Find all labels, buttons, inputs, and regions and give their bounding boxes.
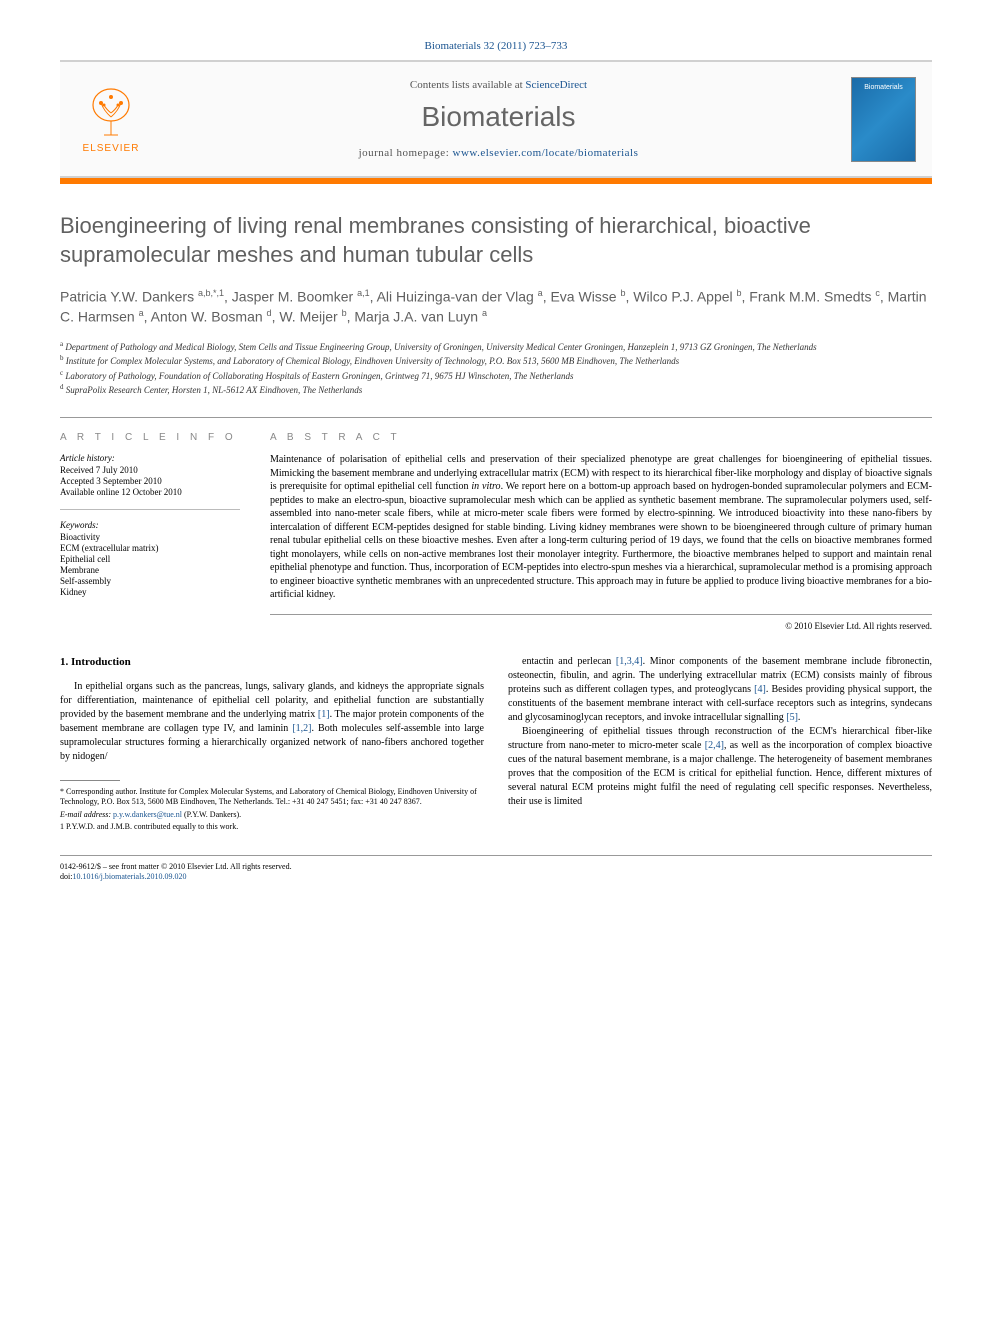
history-item: Received 7 July 2010 (60, 465, 240, 475)
history-item: Available online 12 October 2010 (60, 487, 240, 497)
keyword-item: ECM (extracellular matrix) (60, 543, 240, 553)
citation-ref[interactable]: [4] (754, 684, 766, 695)
equal-contribution-footnote: 1 P.Y.W.D. and J.M.B. contributed equall… (60, 822, 484, 832)
publisher-name: ELSEVIER (83, 143, 140, 154)
section-title: Introduction (71, 656, 131, 668)
email-suffix: (P.Y.W. Dankers). (182, 810, 241, 819)
citation-ref[interactable]: [1,3,4] (616, 656, 643, 667)
cover-label: Biomaterials (864, 84, 903, 91)
doi-line: doi:10.1016/j.biomaterials.2010.09.020 (60, 872, 932, 882)
affiliation-line: c Laboratory of Pathology, Foundation of… (60, 369, 932, 383)
author-list: Patricia Y.W. Dankers a,b,*,1, Jasper M.… (60, 287, 932, 328)
citation-ref[interactable]: [5] (786, 712, 798, 723)
contents-prefix: Contents lists available at (410, 79, 525, 91)
article-history-label: Article history: (60, 453, 240, 463)
keyword-item: Membrane (60, 565, 240, 575)
footnotes: * Corresponding author. Institute for Co… (60, 787, 484, 833)
keyword-item: Epithelial cell (60, 554, 240, 564)
email-label: E-mail address: (60, 810, 113, 819)
corresponding-author-footnote: * Corresponding author. Institute for Co… (60, 787, 484, 808)
homepage-prefix: journal homepage: (359, 147, 453, 159)
affiliations: a Department of Pathology and Medical Bi… (60, 340, 932, 397)
keyword-item: Bioactivity (60, 532, 240, 542)
body-column-left: 1. Introduction In epithelial organs suc… (60, 655, 484, 835)
masthead: ELSEVIER Contents lists available at Sci… (60, 60, 932, 178)
elsevier-tree-icon (84, 85, 138, 139)
abstract-heading: A B S T R A C T (270, 432, 932, 443)
abstract-panel: A B S T R A C T Maintenance of polarisat… (270, 432, 932, 631)
keyword-item: Self-assembly (60, 576, 240, 586)
orange-accent-bar (60, 178, 932, 184)
footnote-separator (60, 780, 120, 781)
history-item: Accepted 3 September 2010 (60, 476, 240, 486)
affiliation-line: d SupraPolix Research Center, Horsten 1,… (60, 383, 932, 397)
affiliation-line: b Institute for Complex Molecular System… (60, 354, 932, 368)
email-footnote: E-mail address: p.y.w.dankers@tue.nl (P.… (60, 810, 484, 820)
abstract-copyright: © 2010 Elsevier Ltd. All rights reserved… (270, 621, 932, 631)
journal-homepage-link[interactable]: www.elsevier.com/locate/biomaterials (453, 147, 639, 159)
journal-name: Biomaterials (146, 101, 851, 133)
journal-homepage-line: journal homepage: www.elsevier.com/locat… (146, 147, 851, 159)
contents-available-line: Contents lists available at ScienceDirec… (146, 79, 851, 91)
journal-cover-thumbnail[interactable]: Biomaterials (851, 77, 916, 162)
body-paragraph: Bioengineering of epithelial tissues thr… (508, 725, 932, 809)
doi-label: doi: (60, 872, 72, 881)
citation-ref[interactable]: [1] (318, 709, 330, 720)
sciencedirect-link[interactable]: ScienceDirect (525, 79, 587, 91)
article-title: Bioengineering of living renal membranes… (60, 212, 932, 269)
doi-link[interactable]: 10.1016/j.biomaterials.2010.09.020 (72, 872, 186, 881)
section-number: 1. (60, 656, 68, 668)
body-column-right: entactin and perlecan [1,3,4]. Minor com… (508, 655, 932, 835)
body-paragraph: entactin and perlecan [1,3,4]. Minor com… (508, 655, 932, 725)
keyword-item: Kidney (60, 587, 240, 597)
elsevier-logo[interactable]: ELSEVIER (76, 79, 146, 159)
keywords-label: Keywords: (60, 520, 240, 530)
citation-link[interactable]: Biomaterials 32 (2011) 723–733 (425, 40, 568, 52)
issn-copyright-line: 0142-9612/$ – see front matter © 2010 El… (60, 862, 932, 872)
citation-ref[interactable]: [1,2] (292, 723, 311, 734)
article-info-heading: A R T I C L E I N F O (60, 432, 240, 443)
info-divider (60, 509, 240, 510)
top-citation: Biomaterials 32 (2011) 723–733 (60, 40, 932, 52)
abstract-text: Maintenance of polarisation of epithelia… (270, 453, 932, 615)
bottom-copyright-bar: 0142-9612/$ – see front matter © 2010 El… (60, 855, 932, 883)
body-paragraph: In epithelial organs such as the pancrea… (60, 680, 484, 764)
corresponding-email-link[interactable]: p.y.w.dankers@tue.nl (113, 810, 182, 819)
section-heading: 1. Introduction (60, 655, 484, 670)
article-info-sidebar: A R T I C L E I N F O Article history: R… (60, 432, 240, 631)
affiliation-line: a Department of Pathology and Medical Bi… (60, 340, 932, 354)
citation-ref[interactable]: [2,4] (705, 740, 724, 751)
